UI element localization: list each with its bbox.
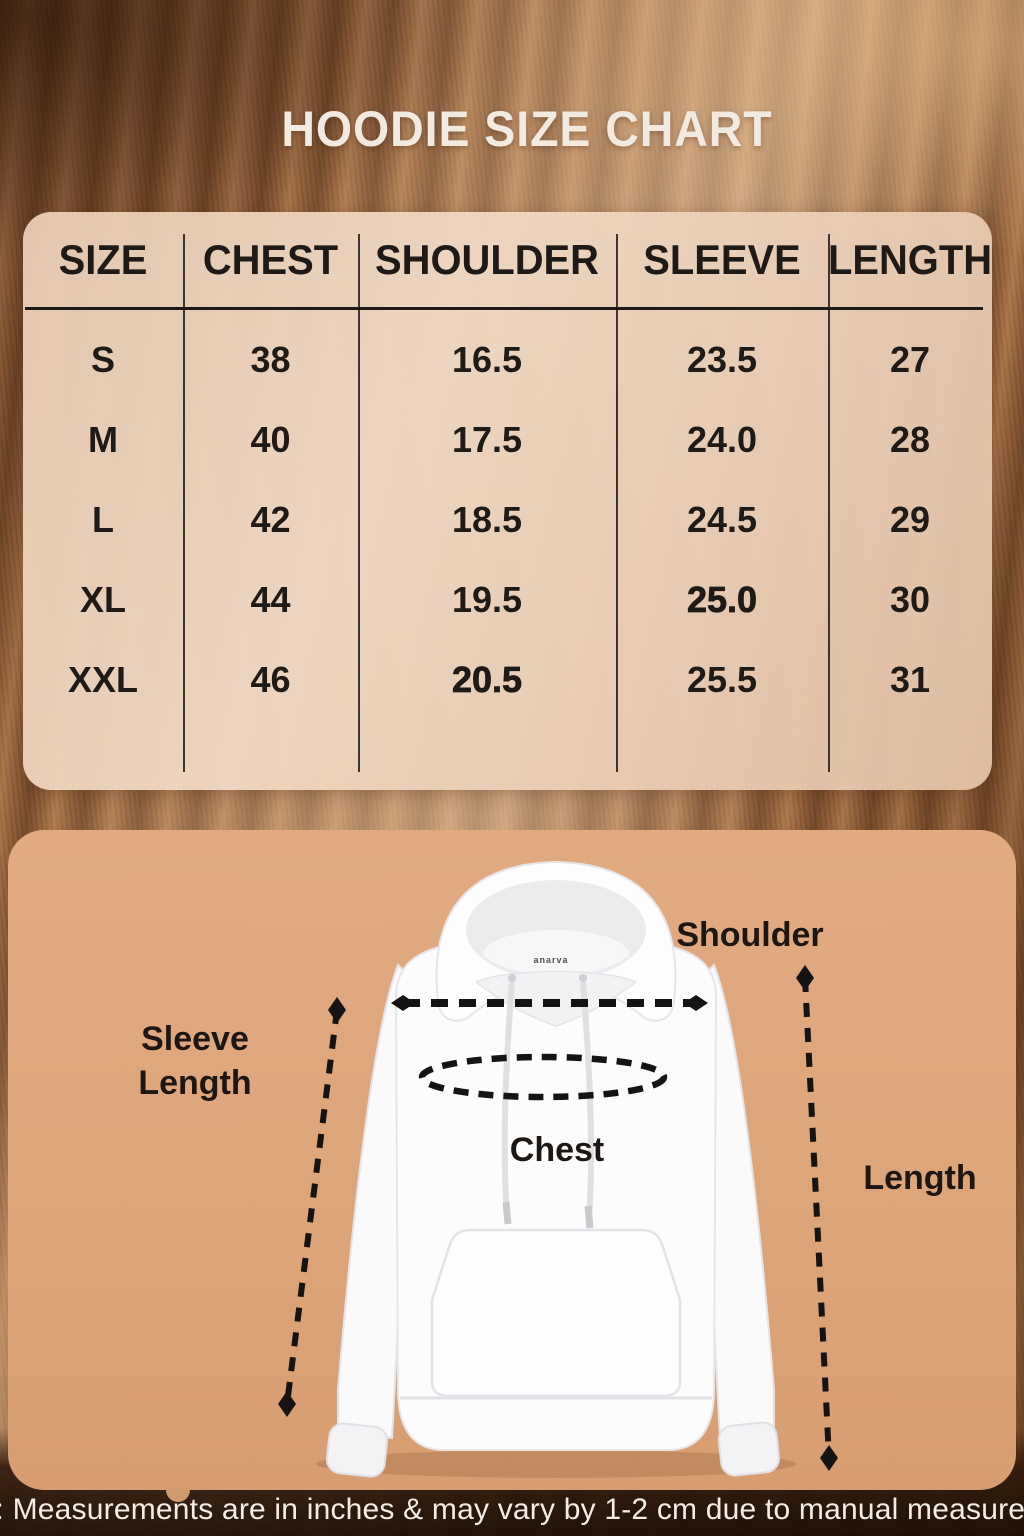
chest-value: 40 — [250, 419, 291, 460]
column-divider — [828, 234, 830, 772]
table-body: S 38 16.5 23.5 27 M 40 17.5 24.0 28 L 42… — [23, 320, 992, 720]
size-value: M — [88, 419, 118, 460]
size-value: S — [90, 339, 115, 380]
chest-label: Chest — [509, 1131, 605, 1169]
column-header-sleeve: SLEEVE — [643, 235, 801, 283]
left-aglet — [502, 1201, 512, 1225]
diamond-marker-icon — [278, 1391, 296, 1417]
length-value: 28 — [889, 419, 931, 460]
column-divider — [616, 234, 618, 772]
column-divider — [183, 234, 185, 772]
sleeve-value: 23.5 — [686, 339, 758, 380]
diamond-marker-icon — [684, 995, 708, 1011]
sleeve-value: 25.5 — [686, 659, 758, 700]
sleeve-dashed-line — [284, 1009, 340, 1405]
column-divider — [358, 234, 360, 772]
column-header-length: LENGTH — [827, 235, 993, 283]
length-value: 31 — [889, 659, 931, 700]
left-cuff — [325, 1422, 389, 1478]
shoulder-value: 16.5 — [451, 339, 523, 380]
sleeve-value: 24.5 — [686, 499, 758, 540]
column-header-size: SIZE — [58, 235, 148, 283]
shoulder-value: 20.5 — [451, 659, 523, 701]
left-drawstring — [501, 981, 515, 1219]
right-cuff — [717, 1421, 780, 1477]
right-drawstring — [580, 981, 595, 1223]
length-value: 30 — [889, 579, 931, 620]
left-eyelet — [508, 974, 516, 982]
sleeve-value: 24.0 — [686, 419, 758, 460]
measurement-lines — [284, 977, 832, 1459]
right-eyelet — [579, 974, 587, 982]
header-underline — [25, 307, 983, 310]
chest-value: 46 — [250, 659, 291, 700]
diamond-marker-icon — [820, 1445, 838, 1471]
shoulder-value: 17.5 — [451, 419, 523, 460]
length-value: 27 — [889, 339, 931, 380]
size-value: XXL — [67, 659, 138, 700]
measurement-note: Note: Measurements are in inches & may v… — [0, 1493, 1024, 1526]
length-label: Length — [863, 1159, 977, 1197]
chest-value: 38 — [250, 339, 291, 380]
diamond-marker-icon — [796, 965, 814, 991]
diamond-markers — [278, 965, 838, 1471]
table-header-row: SIZE CHEST SHOULDER SLEEVE LENGTH — [23, 212, 992, 307]
size-value: L — [92, 499, 114, 540]
chest-value: 44 — [250, 579, 291, 620]
shoulder-value: 18.5 — [451, 499, 523, 540]
diamond-marker-icon — [328, 997, 346, 1023]
hood-inner-back — [482, 930, 630, 975]
kangaroo-pocket — [430, 1228, 682, 1398]
diamond-marker-icon — [391, 995, 415, 1011]
hoodie-illustration — [278, 860, 838, 1478]
column-header-chest: CHEST — [202, 235, 339, 283]
sleeve-value: 25.0 — [686, 579, 758, 621]
chest-dashed-ellipse — [418, 1053, 668, 1101]
hoodie-shadow — [316, 1450, 796, 1478]
size-value: XL — [79, 579, 126, 620]
brand-label: anarva — [533, 955, 569, 965]
size-table-panel: SIZE CHEST SHOULDER SLEEVE LENGTH S 38 1… — [23, 212, 992, 790]
page-title: HOODIE SIZE CHART — [281, 101, 773, 157]
length-dashed-line — [802, 977, 832, 1459]
shoulder-value: 19.5 — [451, 579, 523, 620]
column-header-shoulder: SHOULDER — [375, 235, 599, 283]
shoulder-label: Shoulder — [676, 916, 824, 954]
right-aglet — [584, 1205, 594, 1229]
chest-value: 42 — [250, 499, 291, 540]
sleeve-length-label: Sleeve Length — [138, 1020, 252, 1102]
length-value: 29 — [889, 499, 931, 540]
measurement-diagram-panel: Shoulder Sleeve Length Chest Length anar… — [8, 830, 1016, 1490]
panel-notch — [166, 1488, 190, 1502]
